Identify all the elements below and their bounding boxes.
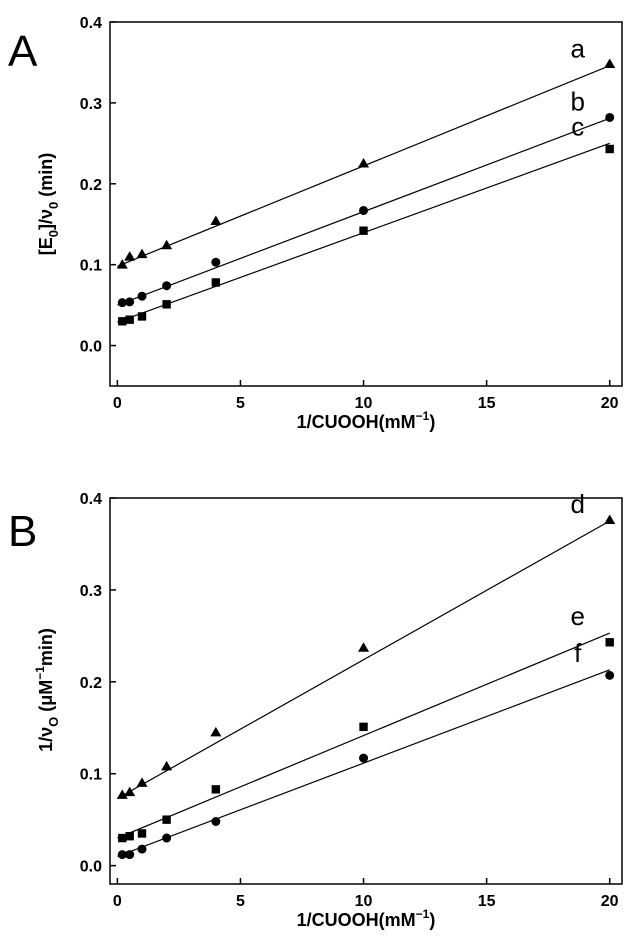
panel-a: A 0 5 10 15 20 0.0 0.1 0.2 0.3 0.4 abc 1/CUOOH(m… (8, 15, 623, 432)
data-point-a (124, 251, 136, 261)
data-point-a (116, 259, 128, 269)
y-tick-label-b: 0.2 (80, 675, 102, 692)
data-point-c (137, 312, 147, 321)
y-ticks-a: 0.0 0.1 0.2 0.3 0.4 (80, 15, 116, 356)
data-point-e (118, 833, 127, 843)
data-point-a (604, 58, 616, 69)
data-point-b (125, 297, 135, 307)
fit-lines-b (117, 520, 610, 857)
data-point-c (359, 226, 368, 235)
y-tick-label-b: 0.4 (80, 491, 102, 508)
x-tick-label-b: 0 (113, 893, 122, 910)
series-label-c: c (571, 111, 584, 141)
panel-letter-a: A (8, 27, 38, 76)
series-labels-a: abc (570, 34, 585, 142)
data-point-d (358, 642, 370, 652)
data-point-f (117, 850, 127, 860)
data-point-d (136, 777, 148, 787)
data-point-b (117, 298, 127, 308)
panel-letter-b: B (8, 507, 37, 556)
data-point-e (359, 722, 368, 732)
x-tick-label-a: 0 (113, 395, 122, 412)
data-point-d (604, 514, 616, 525)
data-point-d (161, 760, 173, 771)
x-axis-title-a: 1/CUOOH(mM−1) (297, 409, 436, 432)
data-point-e (162, 815, 171, 824)
data-point-f (359, 753, 369, 763)
series-label-b: b (570, 86, 584, 116)
data-point-a (358, 158, 370, 168)
data-point-c (211, 278, 221, 287)
series-label-f: f (574, 638, 582, 668)
data-point-a (161, 239, 173, 250)
data-point-e (605, 638, 614, 647)
data-point-a (136, 248, 148, 259)
data-point-f (162, 833, 172, 843)
y-tick-label-a: 0.2 (80, 177, 102, 194)
x-tick-label-a: 10 (355, 395, 373, 412)
data-point-b (605, 112, 615, 122)
data-point-b (137, 291, 147, 301)
x-ticks-b: 0 5 10 15 20 (113, 878, 619, 910)
series-label-d: d (570, 489, 584, 519)
data-point-c (118, 317, 127, 326)
data-point-b (359, 205, 369, 215)
data-point-f (137, 844, 147, 854)
data-point-b (162, 281, 172, 291)
series-label-e: e (570, 601, 584, 631)
y-ticks-b: 0.0 0.1 0.2 0.3 0.4 (80, 491, 116, 876)
data-points-b (116, 514, 616, 860)
data-point-e (137, 829, 147, 838)
data-point-e (125, 832, 134, 841)
data-point-c (125, 315, 134, 324)
y-tick-label-b: 0.1 (80, 767, 102, 784)
x-tick-label-a: 15 (478, 395, 496, 412)
x-tick-label-a: 5 (236, 395, 245, 412)
series-labels-b: d ef (570, 489, 584, 668)
data-point-d (210, 726, 222, 737)
panel-b: B 0 5 10 15 20 0.0 0.1 0.2 0.3 0.4 d ef 1/CUOOH(m… (8, 489, 623, 930)
data-point-c (605, 144, 614, 154)
x-tick-label-b: 5 (236, 893, 245, 910)
data-point-f (125, 850, 135, 860)
data-points-a (116, 58, 616, 326)
y-axis-title-b: 1/νO (μM−1min) (33, 628, 61, 752)
x-axis-title-b: 1/CUOOH(mM−1) (297, 907, 436, 930)
x-tick-label-b: 20 (601, 893, 619, 910)
x-tick-label-b: 10 (355, 893, 373, 910)
series-label-a: a (570, 34, 585, 64)
fit-line-f (117, 669, 610, 857)
data-point-d (116, 789, 128, 799)
x-tick-label-b: 15 (478, 893, 496, 910)
data-point-b (211, 257, 221, 267)
x-tick-label-a: 20 (601, 395, 619, 412)
plot-frame-b (109, 497, 623, 885)
data-point-f (211, 817, 221, 827)
fit-line-d (117, 520, 610, 800)
data-point-d (124, 786, 136, 797)
data-point-a (210, 215, 222, 225)
y-tick-label-a: 0.4 (80, 15, 102, 32)
y-tick-label-a: 0.3 (80, 96, 102, 113)
fit-line-e (117, 632, 610, 839)
y-tick-label-b: 0.0 (80, 859, 102, 876)
y-tick-label-a: 0.0 (80, 339, 102, 356)
x-ticks-a: 0 5 10 15 20 (113, 380, 619, 412)
y-axis-title-a: [E0]/ν0 (min) (36, 153, 61, 255)
fit-lines-a (117, 65, 610, 323)
plot-frame-a (109, 21, 623, 387)
data-point-e (211, 785, 221, 794)
y-tick-label-b: 0.3 (80, 583, 102, 600)
data-point-c (162, 300, 171, 309)
data-point-f (605, 670, 615, 680)
y-tick-label-a: 0.1 (80, 258, 102, 275)
